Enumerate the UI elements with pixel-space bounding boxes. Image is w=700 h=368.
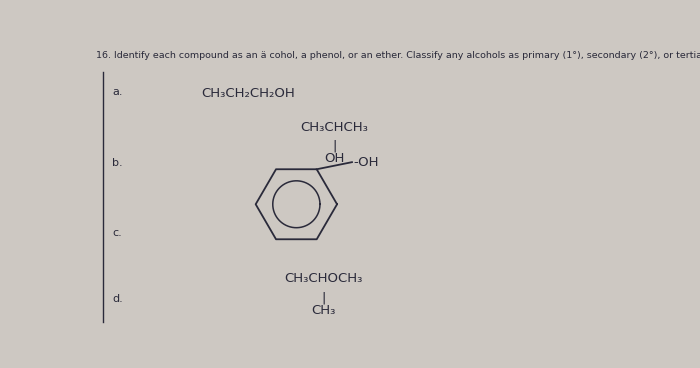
Text: |: | (321, 291, 326, 304)
Text: -OH: -OH (353, 156, 379, 169)
Text: CH₃CH₂CH₂OH: CH₃CH₂CH₂OH (202, 87, 295, 100)
Text: a.: a. (112, 87, 122, 97)
Text: |: | (332, 139, 337, 152)
Text: CH₃CHOCH₃: CH₃CHOCH₃ (284, 272, 363, 285)
Text: OH: OH (324, 152, 344, 165)
Text: b.: b. (112, 158, 122, 167)
Text: 16. Identify each compound as an ä cohol, a phenol, or an ether. Classify any al: 16. Identify each compound as an ä cohol… (96, 51, 700, 60)
Text: d.: d. (112, 294, 122, 304)
Text: CH₃: CH₃ (312, 304, 336, 317)
Text: CH₃CHCH₃: CH₃CHCH₃ (300, 121, 368, 134)
Text: c.: c. (112, 228, 122, 238)
